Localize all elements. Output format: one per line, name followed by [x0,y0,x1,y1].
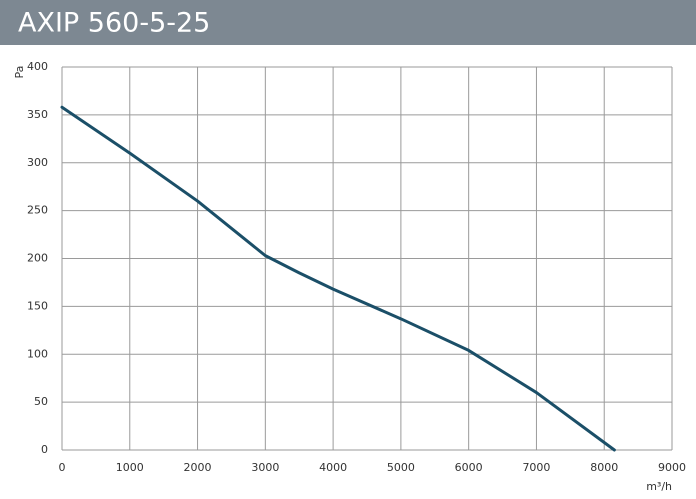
title-banner [0,0,696,45]
y-tick-label: 350 [27,108,48,121]
x-tick-label: 9000 [658,461,686,474]
x-tick-label: 0 [59,461,66,474]
x-axis-label: m³/h [646,480,672,493]
chart-title: AXIP 560-5-25 [18,8,210,39]
y-axis-label: Pa [13,66,26,79]
y-tick-label: 50 [34,395,48,408]
y-tick-label: 100 [27,347,48,360]
y-tick-label: 200 [27,252,48,265]
x-tick-label: 4000 [319,461,347,474]
x-tick-label: 6000 [455,461,483,474]
y-tick-label: 150 [27,299,48,312]
x-tick-label: 7000 [522,461,550,474]
x-tick-label: 8000 [590,461,618,474]
y-tick-label: 400 [27,60,48,73]
y-tick-label: 300 [27,156,48,169]
x-tick-label: 1000 [116,461,144,474]
y-tick-label: 0 [41,443,48,456]
x-tick-label: 3000 [251,461,279,474]
x-tick-label: 2000 [184,461,212,474]
y-tick-label: 250 [27,204,48,217]
x-tick-label: 5000 [387,461,415,474]
line-series [60,105,616,452]
